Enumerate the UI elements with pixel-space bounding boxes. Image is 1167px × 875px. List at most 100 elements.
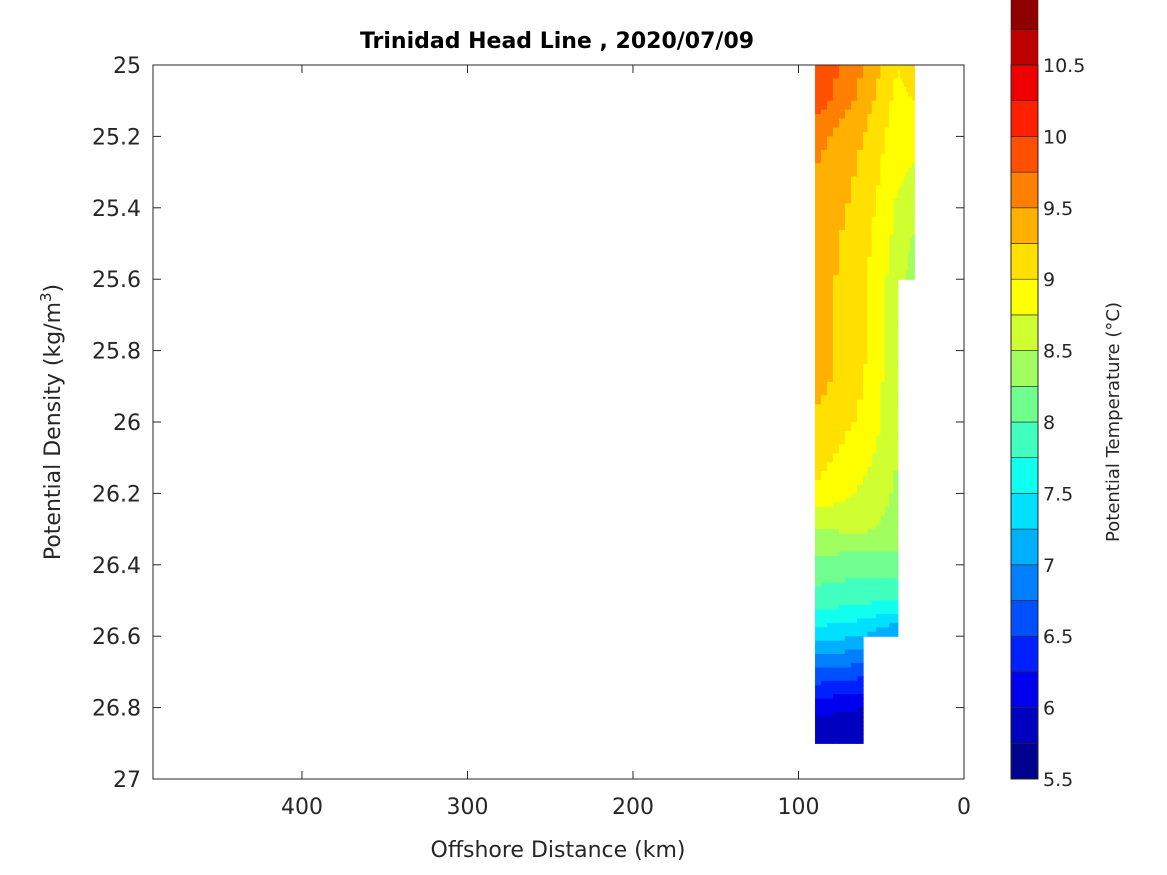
- contour-cell: [867, 212, 873, 218]
- contour-cell: [863, 600, 868, 606]
- contour-cell: [904, 198, 907, 204]
- contour-cell: [901, 145, 905, 151]
- contour-cell: [815, 203, 822, 209]
- contour-cell: [857, 627, 864, 633]
- contour-cell: [884, 194, 890, 200]
- contour-cell: [884, 538, 890, 544]
- contour-cell: [867, 582, 873, 588]
- colorbar-swatch: [1010, 421, 1039, 459]
- contour-cell: [833, 145, 840, 151]
- contour-cell: [845, 471, 852, 477]
- contour-cell: [893, 627, 899, 633]
- contour-cell: [827, 555, 834, 561]
- contour-cell: [867, 484, 873, 490]
- contour-cell: [910, 127, 913, 133]
- contour-cell: [857, 569, 864, 575]
- contour-cell: [880, 475, 886, 481]
- contour-cell: [821, 596, 828, 602]
- contour-cell: [871, 448, 877, 454]
- contour-cell: [839, 297, 846, 303]
- contour-cell: [851, 283, 858, 289]
- contour-cell: [889, 444, 895, 450]
- contour-cell: [863, 225, 868, 231]
- contour-cell: [893, 297, 899, 303]
- contour-cell: [857, 140, 864, 146]
- contour-cell: [893, 631, 899, 637]
- contour-cell: [839, 689, 846, 695]
- contour-cell: [893, 243, 899, 249]
- contour-cell: [857, 91, 864, 97]
- contour-cell: [815, 114, 822, 120]
- contour-cell: [839, 560, 846, 566]
- contour-cell: [906, 265, 909, 271]
- contour-cell: [845, 91, 852, 97]
- contour-cell: [845, 198, 852, 204]
- contour-cell: [815, 596, 822, 602]
- contour-cell: [851, 515, 858, 521]
- contour-cell: [815, 475, 822, 481]
- contour-cell: [815, 310, 822, 316]
- contour-cell: [880, 314, 886, 320]
- contour-cell: [910, 225, 913, 231]
- contour-cell: [857, 239, 864, 245]
- contour-cell: [851, 430, 858, 436]
- contour-cell: [845, 618, 852, 624]
- contour-cell: [839, 288, 846, 294]
- contour-cell: [884, 524, 890, 530]
- contour-cell: [897, 225, 901, 231]
- contour-cell: [851, 707, 858, 713]
- contour-cell: [857, 127, 864, 133]
- contour-cell: [851, 667, 858, 673]
- contour-cell: [839, 145, 846, 151]
- contour-cell: [839, 292, 846, 298]
- contour-cell: [867, 279, 873, 285]
- contour-cell: [821, 622, 828, 628]
- contour-cell: [815, 453, 822, 459]
- contour-cell: [889, 301, 895, 307]
- contour-cell: [857, 417, 864, 423]
- contour-cell: [851, 533, 858, 539]
- contour-cell: [851, 502, 858, 508]
- contour-cell: [908, 96, 911, 102]
- contour-cell: [821, 707, 828, 713]
- contour-cell: [863, 82, 868, 88]
- colorbar-swatch: [1010, 742, 1039, 780]
- contour-cell: [867, 609, 873, 615]
- contour-cell: [863, 613, 868, 619]
- contour-cell: [815, 207, 822, 213]
- contour-cell: [839, 395, 846, 401]
- contour-cell: [893, 283, 899, 289]
- contour-cell: [912, 270, 915, 276]
- contour-cell: [893, 310, 899, 316]
- contour-cell: [827, 533, 834, 539]
- contour-cell: [899, 274, 903, 280]
- contour-cell: [889, 332, 895, 338]
- contour-cell: [839, 181, 846, 187]
- contour-cell: [901, 140, 905, 146]
- contour-cell: [833, 212, 840, 218]
- contour-cell: [889, 604, 895, 611]
- contour-cell: [839, 538, 846, 544]
- contour-cell: [845, 533, 852, 539]
- contour-cell: [893, 582, 899, 588]
- contour-cell: [845, 181, 852, 187]
- contour-cell: [839, 506, 846, 512]
- contour-cell: [908, 252, 911, 258]
- contour-cell: [897, 145, 901, 151]
- contour-cell: [889, 622, 895, 628]
- contour-cell: [827, 377, 834, 383]
- contour-cell: [908, 239, 911, 245]
- contour-cell: [815, 283, 822, 289]
- contour-cell: [893, 109, 899, 115]
- contour-cell: [867, 65, 873, 71]
- contour-cell: [827, 622, 834, 628]
- contour-cell: [908, 82, 911, 88]
- contour-cell: [876, 618, 882, 624]
- contour-cell: [827, 582, 834, 588]
- contour-cell: [889, 511, 895, 517]
- contour-cell: [876, 323, 882, 329]
- contour-cell: [851, 631, 858, 637]
- contour-cell: [880, 453, 886, 459]
- contour-cell: [876, 131, 882, 137]
- contour-cell: [876, 587, 882, 593]
